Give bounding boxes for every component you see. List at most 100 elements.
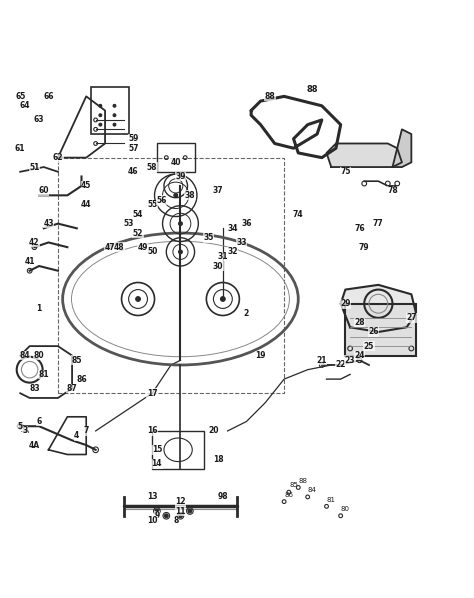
Text: 49: 49 xyxy=(137,243,148,252)
Bar xyxy=(152,431,204,469)
Circle shape xyxy=(188,509,192,513)
Circle shape xyxy=(136,297,140,301)
Text: 1: 1 xyxy=(36,304,42,313)
Text: 3: 3 xyxy=(22,426,27,435)
Circle shape xyxy=(113,123,116,126)
Text: 23: 23 xyxy=(345,356,356,365)
Text: 51: 51 xyxy=(29,163,39,172)
Text: 14: 14 xyxy=(152,459,162,468)
Text: 2: 2 xyxy=(244,309,249,318)
Text: 80: 80 xyxy=(34,351,45,360)
Circle shape xyxy=(113,114,116,117)
Text: 56: 56 xyxy=(156,196,167,205)
Text: 74: 74 xyxy=(293,210,303,219)
Text: 66: 66 xyxy=(43,92,54,101)
Text: 83: 83 xyxy=(29,384,40,393)
Text: 59: 59 xyxy=(128,135,138,144)
Text: 55: 55 xyxy=(147,200,157,209)
Text: 81: 81 xyxy=(38,370,49,379)
Text: 4: 4 xyxy=(74,431,80,440)
Text: 38: 38 xyxy=(184,191,195,200)
Circle shape xyxy=(220,297,225,301)
Text: 79: 79 xyxy=(359,243,370,252)
Text: 37: 37 xyxy=(213,186,223,195)
Text: 18: 18 xyxy=(213,454,223,463)
Text: 45: 45 xyxy=(81,181,91,190)
Text: 32: 32 xyxy=(227,248,237,257)
Text: 75: 75 xyxy=(340,167,351,176)
Text: 65: 65 xyxy=(15,92,26,101)
Polygon shape xyxy=(392,129,411,167)
Text: 15: 15 xyxy=(152,446,162,454)
Text: 29: 29 xyxy=(340,299,351,308)
Text: 76: 76 xyxy=(354,224,365,233)
Text: 31: 31 xyxy=(218,252,228,261)
Text: 33: 33 xyxy=(237,238,247,247)
Text: 84: 84 xyxy=(308,487,317,493)
Text: 61: 61 xyxy=(15,144,26,152)
Text: 86: 86 xyxy=(76,374,87,383)
Text: 64: 64 xyxy=(20,101,30,110)
Text: 80: 80 xyxy=(341,506,350,512)
Text: 60: 60 xyxy=(38,186,49,195)
Text: 52: 52 xyxy=(133,228,143,237)
Text: 54: 54 xyxy=(133,210,143,219)
Text: 85: 85 xyxy=(289,483,298,489)
Text: 41: 41 xyxy=(25,257,35,266)
Text: 10: 10 xyxy=(147,516,157,525)
Text: 20: 20 xyxy=(208,426,219,435)
Polygon shape xyxy=(327,144,402,167)
Text: 87: 87 xyxy=(67,384,77,393)
Circle shape xyxy=(113,105,116,107)
Text: 26: 26 xyxy=(368,328,379,337)
Text: 42: 42 xyxy=(29,238,40,247)
Text: 81: 81 xyxy=(327,496,336,503)
Text: 9: 9 xyxy=(154,511,160,520)
Text: 13: 13 xyxy=(147,492,157,501)
Text: 27: 27 xyxy=(406,313,417,322)
Text: 62: 62 xyxy=(53,153,63,162)
Text: 25: 25 xyxy=(364,341,374,350)
Text: 11: 11 xyxy=(175,507,186,515)
Text: 22: 22 xyxy=(336,361,346,370)
Circle shape xyxy=(164,514,168,518)
Text: 16: 16 xyxy=(147,426,157,435)
Bar xyxy=(157,144,195,172)
Text: 50: 50 xyxy=(147,248,157,257)
Text: 4A: 4A xyxy=(29,441,40,450)
Text: 86: 86 xyxy=(284,492,293,498)
Text: 43: 43 xyxy=(43,219,54,228)
Circle shape xyxy=(99,123,102,126)
Text: 34: 34 xyxy=(227,224,237,233)
Text: 88: 88 xyxy=(264,92,275,101)
Text: 24: 24 xyxy=(354,351,365,360)
Polygon shape xyxy=(341,285,416,332)
Text: 46: 46 xyxy=(128,167,138,176)
Text: 77: 77 xyxy=(373,219,384,228)
Bar xyxy=(346,304,416,356)
Text: 39: 39 xyxy=(175,172,186,181)
Text: 58: 58 xyxy=(147,163,157,172)
Text: 48: 48 xyxy=(114,243,125,252)
Text: 88: 88 xyxy=(299,478,308,484)
Text: 53: 53 xyxy=(123,219,134,228)
Text: 40: 40 xyxy=(171,158,181,167)
Text: 36: 36 xyxy=(241,219,252,228)
Circle shape xyxy=(179,222,182,225)
Text: 98: 98 xyxy=(218,492,228,501)
Text: 85: 85 xyxy=(72,356,82,365)
Circle shape xyxy=(174,193,178,197)
Circle shape xyxy=(179,514,182,518)
Text: 30: 30 xyxy=(213,261,223,270)
Text: 19: 19 xyxy=(255,351,266,360)
Circle shape xyxy=(155,509,159,513)
Text: 78: 78 xyxy=(387,186,398,195)
Text: 28: 28 xyxy=(354,318,365,327)
Text: 47: 47 xyxy=(104,243,115,252)
Text: 84: 84 xyxy=(19,351,30,360)
Circle shape xyxy=(179,250,182,254)
Text: 4A: 4A xyxy=(20,428,29,434)
Text: 6: 6 xyxy=(36,417,42,426)
Text: 57: 57 xyxy=(128,144,138,152)
Text: 17: 17 xyxy=(147,389,157,398)
